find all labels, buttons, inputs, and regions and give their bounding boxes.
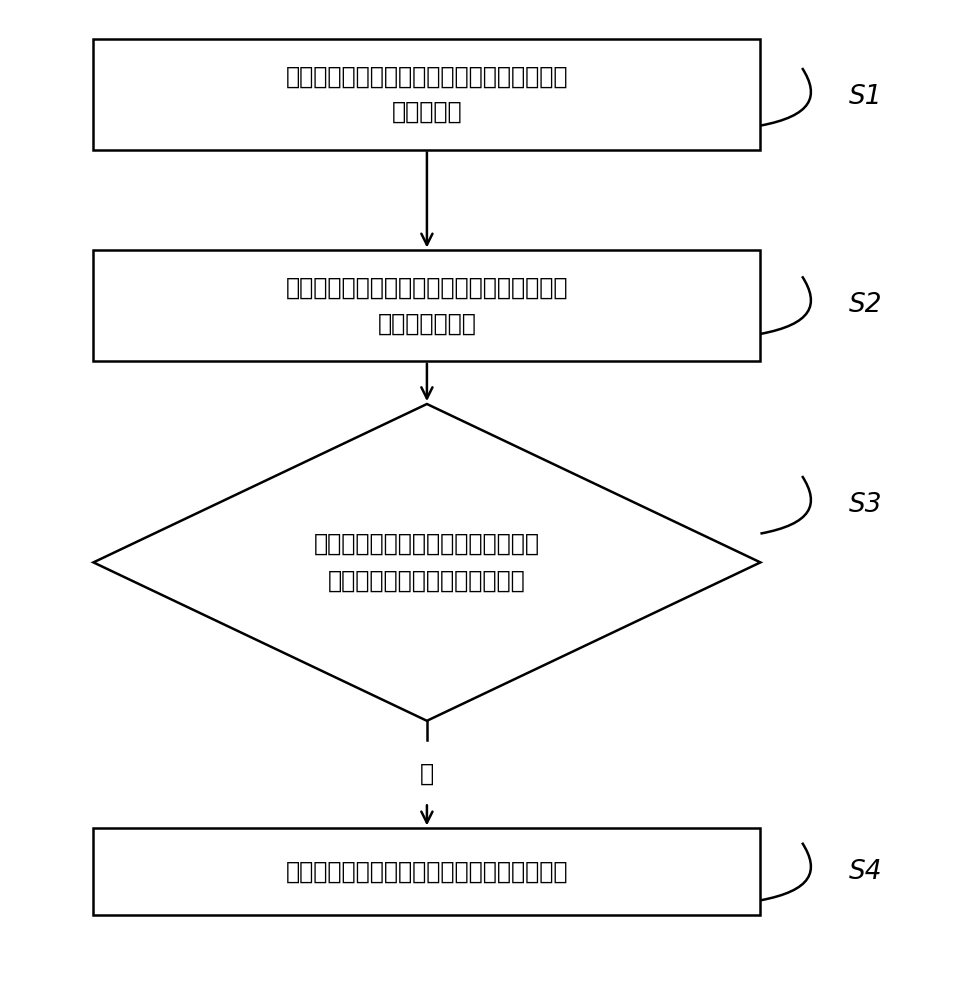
Bar bbox=[94, 828, 760, 915]
Text: S3: S3 bbox=[848, 492, 882, 518]
Text: 通过监测算法识别出驾驶人的驾驶行
为，并判断是否是危险驾驶行为: 通过监测算法识别出驾驶人的驾驶行 为，并判断是否是危险驾驶行为 bbox=[314, 532, 539, 593]
Text: 是: 是 bbox=[420, 762, 434, 786]
Bar bbox=[94, 39, 760, 150]
Text: S1: S1 bbox=[848, 84, 882, 110]
Text: 向驾驶人报警，提醒驾驶人正在进行危险驾驶: 向驾驶人报警，提醒驾驶人正在进行危险驾驶 bbox=[286, 860, 568, 884]
Text: S4: S4 bbox=[848, 859, 882, 885]
Polygon shape bbox=[94, 404, 760, 721]
Text: S2: S2 bbox=[848, 292, 882, 318]
Text: 通过移动终端的摄像头实时拍摄驾驶人驾驶时
的脸部区域: 通过移动终端的摄像头实时拍摄驾驶人驾驶时 的脸部区域 bbox=[286, 65, 568, 124]
Text: 通过人脸识别技术侦测到人脸，同时定位到脸
部各个五官区域: 通过人脸识别技术侦测到人脸，同时定位到脸 部各个五官区域 bbox=[286, 276, 568, 335]
Bar bbox=[94, 250, 760, 361]
